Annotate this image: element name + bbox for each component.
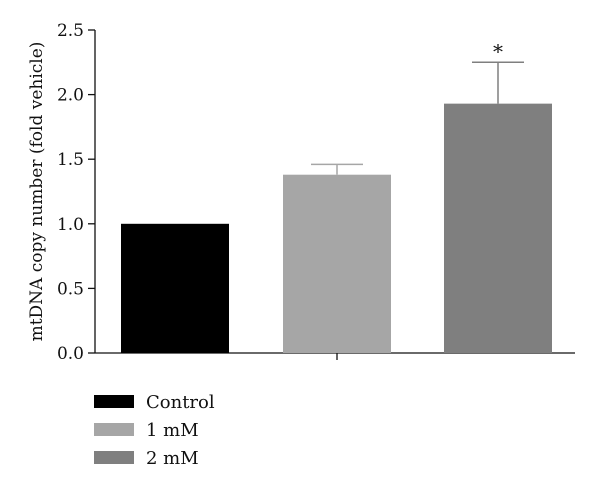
y-axis-label: mtDNA copy number (fold vehicle) bbox=[27, 42, 47, 342]
error-bars bbox=[311, 61, 524, 175]
y-tick-label: 2.0 bbox=[57, 86, 84, 106]
y-tick-label: 1.5 bbox=[57, 150, 84, 170]
y-tick-label: 0.0 bbox=[57, 344, 84, 364]
legend-swatch-1 bbox=[94, 395, 134, 408]
bar-2 bbox=[283, 174, 391, 353]
legend-label-2: 1 mM bbox=[146, 420, 199, 441]
legend-swatch-3 bbox=[94, 451, 134, 464]
y-tick-label: 2.5 bbox=[57, 21, 84, 41]
y-tick-label: 0.5 bbox=[57, 279, 84, 299]
legend-swatch-2 bbox=[94, 423, 134, 436]
legend-label-1: Control bbox=[146, 392, 215, 413]
x-axis bbox=[95, 352, 575, 360]
bar-3 bbox=[444, 103, 552, 353]
significance-marker: * bbox=[493, 39, 503, 63]
annotations: * bbox=[493, 39, 503, 63]
legend-label-3: 2 mM bbox=[146, 448, 199, 469]
bars bbox=[121, 103, 552, 353]
y-tick-label: 1.0 bbox=[57, 215, 84, 235]
legend: Control 1 mM 2 mM bbox=[94, 392, 215, 469]
y-axis: 0.0 0.5 1.0 1.5 2.0 2.5 bbox=[57, 21, 96, 364]
bar-1 bbox=[121, 223, 229, 353]
